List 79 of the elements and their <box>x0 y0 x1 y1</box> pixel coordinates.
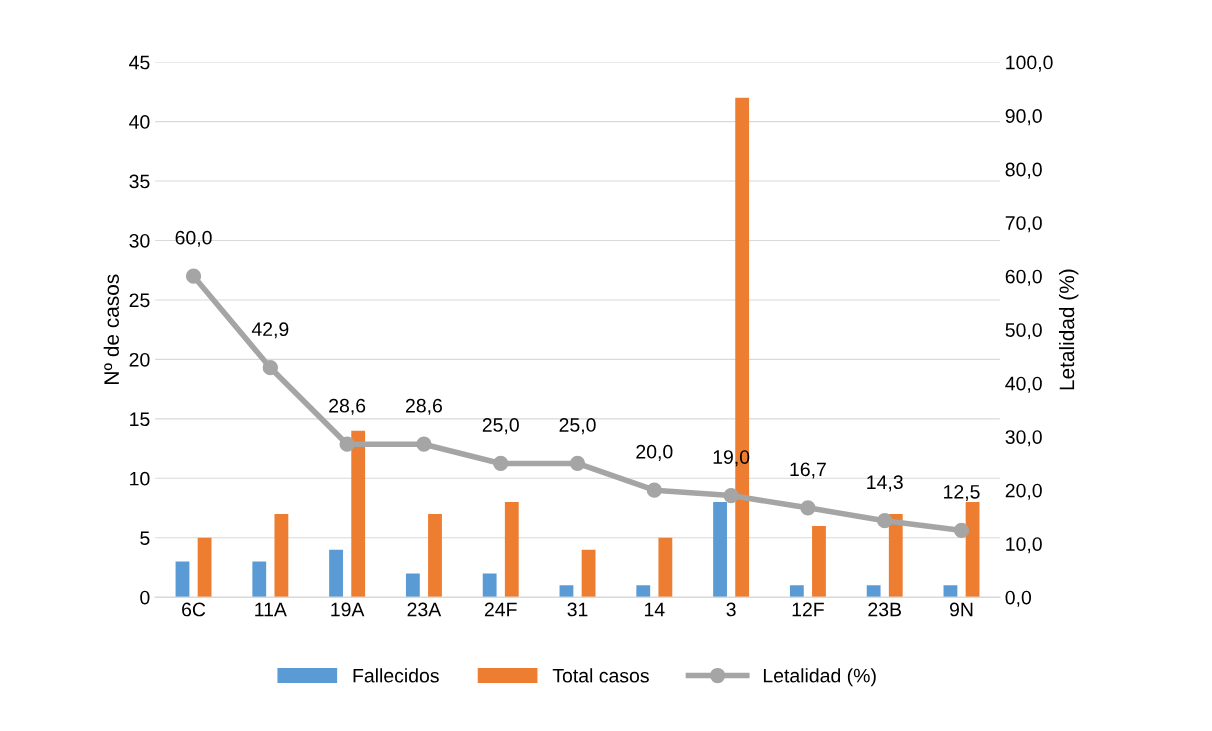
y2-tick-label: 10,0 <box>1006 537 1042 554</box>
y2-tick-label: 0,0 <box>1005 590 1032 607</box>
bar <box>329 549 343 598</box>
data-label: 25,0 <box>559 418 596 435</box>
x-tick-label: 23B <box>868 602 901 617</box>
point <box>262 360 278 376</box>
bar <box>405 573 420 598</box>
bar <box>482 573 497 598</box>
y2-tick-label: 60,0 <box>1005 269 1042 286</box>
y-tick-label: 15 <box>130 412 150 427</box>
y2-tick-label: 40,0 <box>1005 376 1042 393</box>
x-tick-label: 31 <box>567 602 588 617</box>
bar <box>274 513 289 598</box>
x-tick-label: 19A <box>331 602 365 617</box>
point <box>416 436 432 452</box>
point <box>339 436 355 452</box>
bar <box>812 525 826 598</box>
x-tick-label: 6C <box>182 602 206 617</box>
point <box>569 455 586 472</box>
bar <box>351 430 366 598</box>
x-tick-label: 24F <box>484 602 517 617</box>
point <box>877 513 893 529</box>
bar <box>197 537 212 598</box>
x-tick-label: 12F <box>792 602 824 617</box>
bar <box>428 513 442 598</box>
legend-label: Fallecidos <box>353 668 439 683</box>
data-label: 16,7 <box>790 462 826 479</box>
data-label: 60,0 <box>175 230 212 247</box>
bar <box>789 585 804 598</box>
y-tick-label: 20 <box>129 352 150 367</box>
y2-axis-title: Letalidad (%) <box>1058 269 1079 390</box>
y-tick-label: 5 <box>140 531 150 546</box>
point <box>953 522 970 538</box>
bar <box>888 513 903 598</box>
y2-tick-label: 30,0 <box>1005 430 1042 447</box>
bar <box>636 585 651 598</box>
bar <box>658 537 673 598</box>
x-tick-label: 9N <box>949 602 973 617</box>
y2-tick-label: 50,0 <box>1005 323 1042 340</box>
point <box>185 268 202 284</box>
y-axis-title: Nº de casos <box>103 274 119 384</box>
data-label: 42,9 <box>251 322 289 339</box>
y-tick-label: 40 <box>129 115 150 129</box>
point <box>723 487 739 504</box>
bar <box>581 549 596 598</box>
x-tick-label: 23A <box>407 602 442 617</box>
data-label: 25,0 <box>482 418 519 435</box>
bar <box>713 502 727 598</box>
bar <box>943 585 958 598</box>
legend-label: Total casos <box>552 668 649 683</box>
y2-tick-label: 70,0 <box>1005 216 1042 233</box>
data-label: 12,5 <box>944 484 980 502</box>
bar <box>866 585 881 598</box>
y-tick-label: 45 <box>129 55 150 70</box>
point <box>646 482 662 498</box>
y-tick-label: 0 <box>140 590 150 605</box>
y2-tick-label: 100,0 <box>1006 55 1053 72</box>
point <box>493 455 509 472</box>
data-label: 28,6 <box>329 398 366 415</box>
y2-tick-label: 20,0 <box>1005 483 1042 500</box>
bar <box>559 585 574 598</box>
data-label: 28,6 <box>405 398 442 415</box>
x-tick-label: 14 <box>644 602 665 617</box>
y-tick-label: 30 <box>129 233 150 248</box>
legend-label: Letalidad (%) <box>763 668 876 687</box>
bar <box>504 502 519 598</box>
x-tick-label: 11A <box>255 602 287 617</box>
point <box>800 500 816 516</box>
bar <box>252 561 267 598</box>
y-tick-label: 10 <box>130 471 150 486</box>
x-tick-label: 3 <box>726 602 736 617</box>
data-label: 20,0 <box>636 444 673 461</box>
y2-tick-label: 90,0 <box>1005 109 1042 126</box>
y-tick-label: 25 <box>129 293 150 308</box>
y2-tick-label: 80,0 <box>1005 162 1042 179</box>
bar <box>965 502 980 598</box>
bar <box>175 561 190 598</box>
y-tick-label: 35 <box>129 174 150 189</box>
data-label: 14,3 <box>867 475 903 492</box>
